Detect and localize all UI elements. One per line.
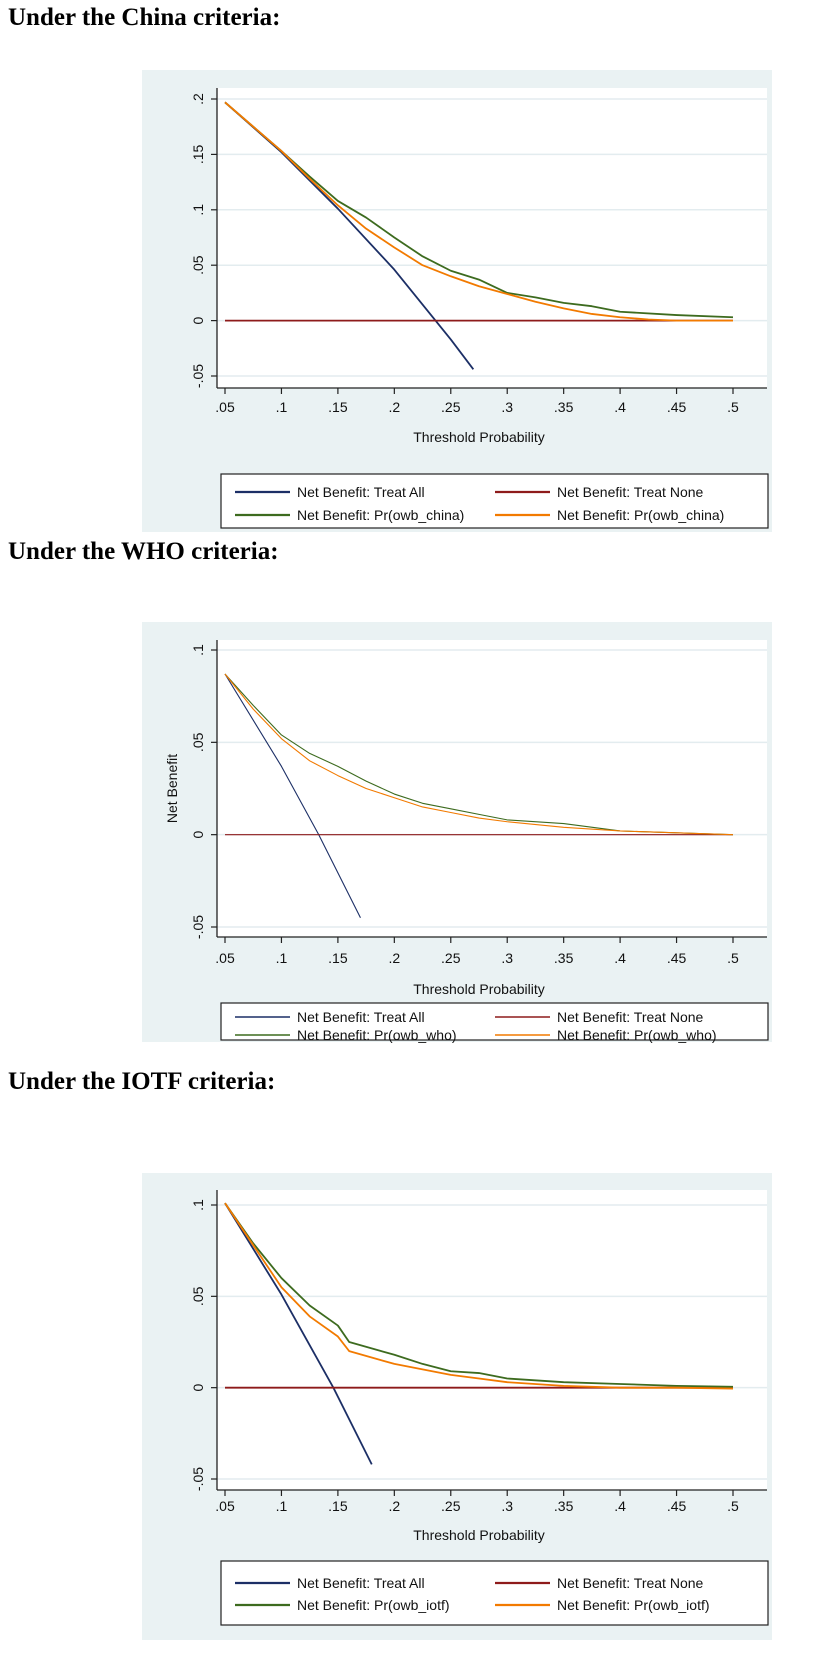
- legend-label: Net Benefit: Treat None: [557, 1575, 704, 1591]
- x-tick-label: .15: [328, 950, 348, 966]
- heading-who: Under the WHO criteria:: [8, 538, 279, 565]
- x-tick-label: .05: [215, 950, 235, 966]
- legend-box: [220, 1002, 769, 1041]
- x-tick-label: .35: [554, 399, 574, 415]
- x-tick-label: .3: [501, 1498, 513, 1514]
- x-tick-label: .5: [727, 399, 739, 415]
- x-tick-label: .5: [727, 1498, 739, 1514]
- legend-label: Net Benefit: Treat All: [297, 484, 425, 500]
- legend-label: Net Benefit: Pr(owb_iotf): [557, 1597, 710, 1613]
- x-axis-title: Threshold Probability: [413, 429, 545, 445]
- series-line-treat-all: [224, 1202, 373, 1465]
- legend-label: Net Benefit: Treat None: [557, 1009, 704, 1025]
- legend-label: Net Benefit: Pr(owb_iotf): [297, 1597, 450, 1613]
- x-tick-label: .2: [388, 950, 400, 966]
- chart-panel-china: -.05 0 .05 .1 .15 .2 .05 .1 .15 .2 .25 .3 .35 .4 .45 .5…: [142, 70, 772, 532]
- legend-label: Net Benefit: Pr(owb_china): [297, 507, 464, 523]
- y-tick-label: 0: [190, 316, 206, 324]
- legend-label: Net Benefit: Treat All: [297, 1009, 425, 1025]
- heading-iotf: Under the IOTF criteria:: [8, 1068, 276, 1095]
- x-tick-label: .25: [441, 950, 461, 966]
- x-axis-title: Threshold Probability: [413, 1527, 545, 1543]
- legend-box: [220, 473, 769, 529]
- legend-label: Net Benefit: Treat All: [297, 1575, 425, 1591]
- series-line-model-orange: [224, 101, 733, 322]
- plot-area: [217, 88, 767, 388]
- x-tick-label: .35: [554, 950, 574, 966]
- series-line-treat-all: [224, 673, 361, 919]
- plot-area: [217, 1190, 767, 1490]
- x-tick-label: .25: [441, 399, 461, 415]
- series-line-model-green: [224, 673, 734, 836]
- x-tick-label: .15: [328, 1498, 348, 1514]
- legend-label: Net Benefit: Treat None: [557, 484, 704, 500]
- x-tick-label: .4: [614, 950, 626, 966]
- x-tick-label: .45: [667, 399, 687, 415]
- chart-china: -.05 0 .05 .1 .15 .2 .05 .1 .15 .2 .25 .3 .35 .4 .45 .5…: [190, 88, 769, 529]
- legend-label: Net Benefit: Pr(owb_china): [557, 507, 724, 523]
- legend-label: Net Benefit: Pr(owb_who): [297, 1027, 457, 1043]
- x-tick-label: .05: [215, 399, 235, 415]
- y-tick-label: .05: [190, 1286, 206, 1306]
- x-tick-label: .2: [388, 1498, 400, 1514]
- y-tick-label: .1: [190, 1199, 206, 1211]
- legend-box: [220, 1560, 769, 1626]
- y-tick-label: 0: [190, 1384, 206, 1392]
- y-tick-label: 0: [190, 831, 206, 839]
- x-tick-label: .25: [441, 1498, 461, 1514]
- y-tick-label: -.05: [190, 915, 206, 939]
- plot-area: [217, 640, 767, 937]
- y-tick-label: -.05: [190, 364, 206, 388]
- y-tick-label: .1: [190, 644, 206, 656]
- x-tick-label: .4: [614, 399, 626, 415]
- y-tick-label: .15: [190, 144, 206, 164]
- series-line-model-green: [224, 101, 734, 319]
- series-line-model-green: [224, 1202, 734, 1388]
- y-tick-label: .1: [190, 204, 206, 216]
- x-tick-label: .1: [276, 950, 288, 966]
- y-tick-label: .05: [190, 255, 206, 275]
- x-tick-label: .45: [667, 1498, 687, 1514]
- x-axis-title: Threshold Probability: [413, 981, 545, 997]
- y-tick-label: .2: [190, 93, 206, 105]
- x-tick-label: .2: [388, 399, 400, 415]
- y-tick-label: -.05: [190, 1467, 206, 1491]
- x-tick-label: .15: [328, 399, 348, 415]
- y-axis-title: Net Benefit: [164, 754, 180, 823]
- chart-who: -.05 0 .05 .1 .05 .1 .15 .2 .25 .3 .35 .4 .45 .5 Thres…: [164, 640, 769, 1043]
- chart-panel-iotf: -.05 0 .05 .1 .05 .1 .15 .2 .25 .3 .35 .4 .45 .5 Thres…: [142, 1173, 772, 1640]
- legend-label: Net Benefit: Pr(owb_who): [557, 1027, 717, 1043]
- x-tick-label: .1: [276, 1498, 288, 1514]
- series-line-model-orange: [224, 673, 734, 836]
- x-tick-label: .05: [215, 1498, 235, 1514]
- chart-panel-who: -.05 0 .05 .1 .05 .1 .15 .2 .25 .3 .35 .4 .45 .5 Thres…: [142, 622, 772, 1043]
- x-tick-label: .5: [727, 950, 739, 966]
- x-tick-label: .35: [554, 1498, 574, 1514]
- x-tick-label: .3: [501, 950, 513, 966]
- x-tick-label: .1: [276, 399, 288, 415]
- series-line-model-orange: [224, 1202, 734, 1390]
- x-tick-label: .4: [614, 1498, 626, 1514]
- chart-iotf: -.05 0 .05 .1 .05 .1 .15 .2 .25 .3 .35 .4 .45 .5 Thres…: [190, 1190, 769, 1626]
- heading-china: Under the China criteria:: [8, 4, 281, 31]
- y-tick-label: .05: [190, 732, 206, 752]
- x-tick-label: .3: [501, 399, 513, 415]
- x-tick-label: .45: [667, 950, 687, 966]
